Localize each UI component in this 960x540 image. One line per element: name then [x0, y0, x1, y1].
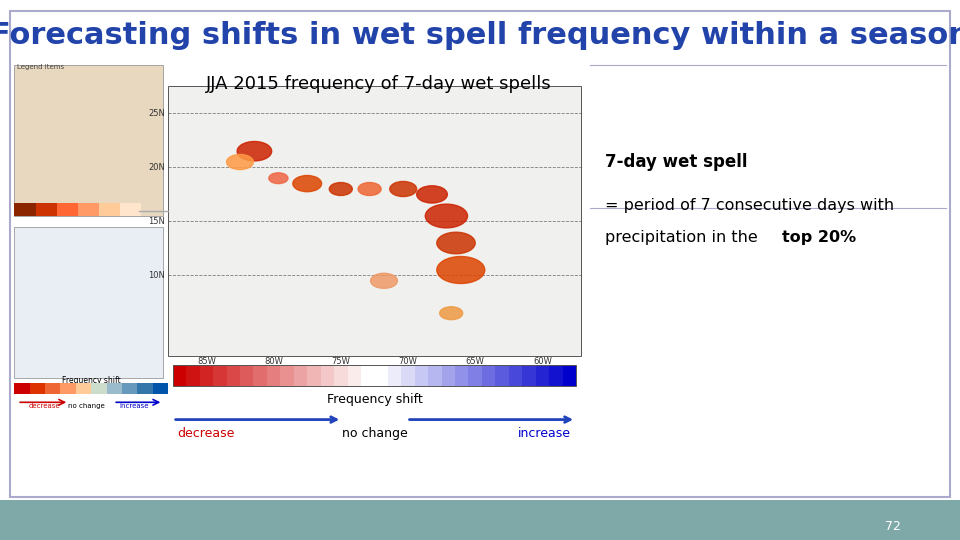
Text: 20N: 20N	[148, 163, 165, 172]
Bar	[240, 364, 253, 386]
Circle shape	[227, 154, 253, 170]
Bar	[253, 364, 267, 386]
Bar	[45, 383, 60, 394]
Bar	[495, 364, 509, 386]
Text: decrease: decrease	[29, 403, 60, 409]
Bar	[137, 383, 153, 394]
Bar	[60, 383, 76, 394]
Text: increase: increase	[518, 427, 571, 440]
Circle shape	[371, 273, 397, 288]
Circle shape	[417, 186, 447, 203]
Circle shape	[358, 183, 381, 195]
Text: JJA 2015 frequency of 7-day wet spells: JJA 2015 frequency of 7-day wet spells	[206, 75, 552, 93]
Bar	[388, 364, 401, 386]
Text: increase: increase	[119, 403, 149, 409]
Bar	[36, 202, 57, 216]
Bar	[122, 383, 137, 394]
Text: 85W: 85W	[197, 357, 216, 367]
Bar	[267, 364, 280, 386]
Circle shape	[329, 183, 352, 195]
Text: decrease: decrease	[178, 427, 235, 440]
FancyBboxPatch shape	[14, 65, 163, 216]
Circle shape	[390, 181, 417, 197]
Bar	[401, 364, 415, 386]
Circle shape	[237, 141, 272, 161]
Bar	[307, 364, 321, 386]
Circle shape	[269, 173, 288, 184]
Bar	[14, 202, 36, 216]
Bar	[563, 364, 576, 386]
Circle shape	[437, 256, 485, 284]
Text: Legend items: Legend items	[17, 64, 64, 71]
Bar	[30, 383, 45, 394]
Bar	[186, 364, 200, 386]
Bar	[91, 383, 107, 394]
Bar	[141, 202, 162, 216]
Text: Frequency shift: Frequency shift	[326, 393, 422, 406]
Bar	[522, 364, 536, 386]
Text: 60W: 60W	[533, 357, 552, 367]
Text: precipitation in the: precipitation in the	[605, 230, 762, 245]
Circle shape	[293, 176, 322, 192]
Bar	[334, 364, 348, 386]
Bar	[120, 202, 141, 216]
Bar	[348, 364, 361, 386]
Text: 72: 72	[885, 520, 900, 533]
Bar	[213, 364, 227, 386]
Text: no change: no change	[342, 427, 407, 440]
Bar	[99, 202, 120, 216]
Text: 75W: 75W	[331, 357, 350, 367]
Bar	[227, 364, 240, 386]
Text: 7-day wet spell: 7-day wet spell	[605, 153, 747, 171]
Bar	[78, 202, 99, 216]
Bar	[442, 364, 455, 386]
Text: 25N: 25N	[148, 109, 165, 118]
Bar	[321, 364, 334, 386]
Bar	[14, 383, 30, 394]
Bar	[107, 383, 122, 394]
Bar	[173, 364, 186, 386]
FancyBboxPatch shape	[10, 11, 950, 497]
Bar	[468, 364, 482, 386]
Text: 80W: 80W	[264, 357, 283, 367]
Text: no change: no change	[68, 403, 105, 409]
Bar	[361, 364, 374, 386]
Bar	[153, 383, 168, 394]
Bar	[482, 364, 495, 386]
Bar	[0, 500, 960, 540]
Text: = period of 7 consecutive days with: = period of 7 consecutive days with	[605, 198, 894, 213]
FancyBboxPatch shape	[168, 86, 581, 356]
Circle shape	[437, 232, 475, 254]
Bar	[294, 364, 307, 386]
Text: 10N: 10N	[148, 271, 165, 280]
Bar	[173, 364, 576, 386]
Text: Forecasting shifts in wet spell frequency within a season: Forecasting shifts in wet spell frequenc…	[0, 21, 960, 50]
Bar	[536, 364, 549, 386]
Bar	[76, 383, 91, 394]
Circle shape	[425, 204, 468, 228]
Text: Frequency shift: Frequency shift	[61, 376, 121, 385]
Bar	[428, 364, 442, 386]
Bar	[415, 364, 428, 386]
Bar	[455, 364, 468, 386]
Bar	[549, 364, 563, 386]
Bar	[509, 364, 522, 386]
Text: 70W: 70W	[398, 357, 418, 367]
Bar	[374, 364, 388, 386]
Bar	[57, 202, 78, 216]
Bar	[280, 364, 294, 386]
Text: 65W: 65W	[466, 357, 485, 367]
Text: 15N: 15N	[148, 217, 165, 226]
Text: top 20%: top 20%	[782, 230, 856, 245]
FancyBboxPatch shape	[14, 227, 163, 378]
Circle shape	[440, 307, 463, 320]
Bar	[200, 364, 213, 386]
